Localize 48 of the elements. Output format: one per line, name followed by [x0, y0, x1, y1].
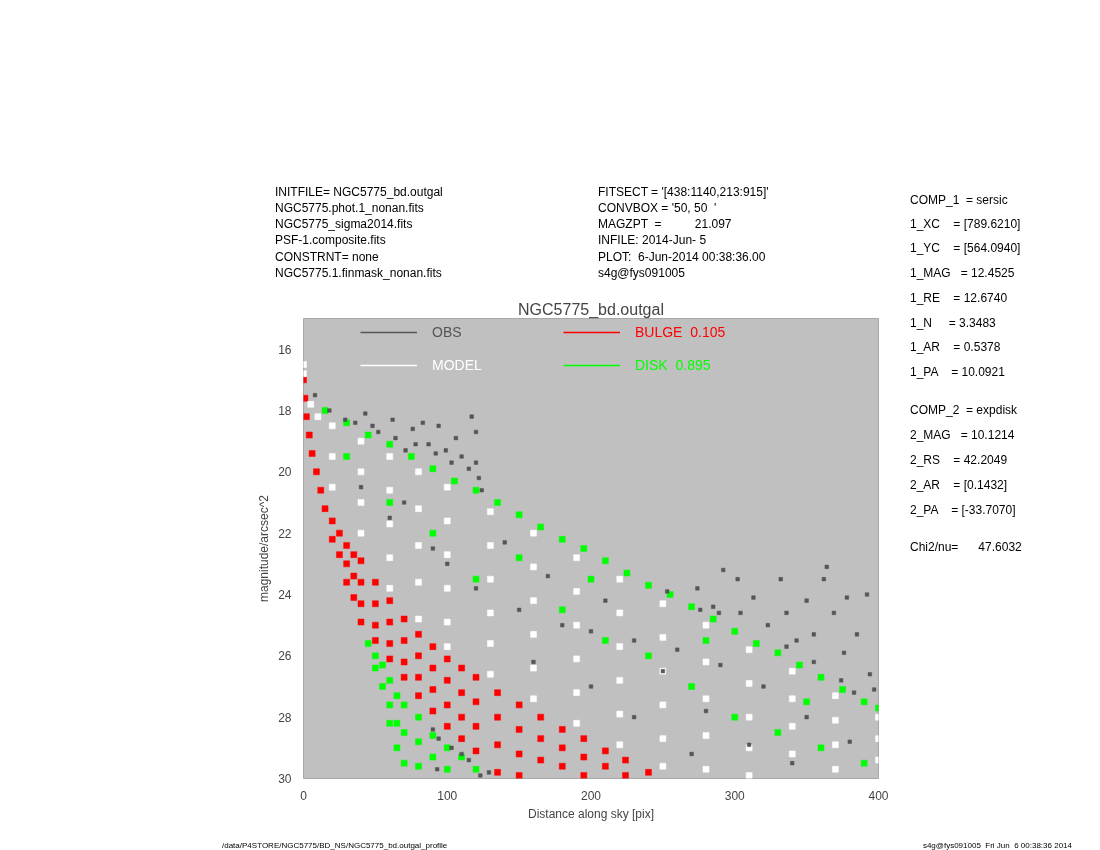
text: PSF-1.composite.fits — [275, 233, 386, 247]
text: NGC5775.phot.1_nonan.fits — [275, 201, 424, 215]
x-axis-title: Distance along sky [pix] — [527, 806, 655, 821]
y-tick-label: 24 — [278, 588, 292, 602]
text: 1_PA = 10.0921 — [910, 365, 1005, 379]
x-tick-label: 300 — [724, 788, 746, 803]
text: NGC5775_sigma2014.fits — [275, 217, 413, 231]
y-tick-label: 18 — [278, 404, 292, 418]
text: INFILE: 2014-Jun- 5 — [598, 233, 707, 247]
text: CONSTRNT= none — [275, 250, 379, 264]
text: 2_AR = [0.1432] — [910, 478, 1008, 492]
text: 2_RS = 42.2049 — [910, 453, 1008, 467]
legend-label: DISK 0.895 — [635, 357, 711, 373]
y-axis-title: magnitude/arcsec^2 — [257, 494, 272, 603]
text: MAGZPT = 21.097 — [598, 217, 732, 231]
text: FITSECT = '[438:1140,213:915]' — [598, 185, 769, 199]
y-tick-label: 30 — [278, 772, 292, 786]
x-tick-label: 400 — [868, 788, 889, 803]
legend-label: BULGE 0.105 — [635, 324, 726, 340]
x-tick-label: 200 — [580, 788, 602, 803]
text: 2_MAG = 10.1214 — [910, 428, 1015, 442]
text: s4g@fys091005 Fri Jun 6 00:38:36 2014 — [922, 841, 1072, 850]
y-tick-label: 20 — [278, 465, 292, 480]
text: COMP_1 = sersic — [910, 193, 1008, 207]
y-tick-label: 22 — [278, 526, 292, 541]
text: INITFILE= NGC5775_bd.outgal — [275, 185, 443, 199]
text: 1_AR = 0.5378 — [910, 340, 1001, 354]
text: 1_RE = 12.6740 — [910, 291, 1008, 305]
text: 1_XC = [789.6210] — [910, 217, 1021, 231]
text: Chi2/nu= 47.6032 — [910, 540, 1022, 554]
text: s4g@fys091005 — [598, 266, 685, 280]
text: 1_N = 3.3483 — [910, 316, 996, 330]
y-tick-label: 16 — [278, 342, 292, 357]
text: PLOT: 6-Jun-2014 00:38:36.00 — [598, 250, 766, 264]
text: 1_MAG = 12.4525 — [910, 266, 1015, 280]
text: COMP_2 = expdisk — [910, 403, 1018, 417]
text: /data/P4STORE/NGC5775/BD_NS/NGC5775_bd.outgal_profile — [222, 841, 448, 850]
chart-title: NGC5775_bd.outgal — [518, 300, 664, 319]
y-tick-label: 26 — [278, 649, 292, 664]
x-tick-label: 0 — [300, 788, 308, 803]
text: 2_PA = [-33.7070] — [910, 503, 1016, 517]
x-tick-label: 100 — [437, 788, 458, 803]
text: NGC5775.1.finmask_nonan.fits — [275, 266, 442, 280]
y-tick-label: 28 — [278, 710, 292, 725]
text: CONVBOX = '50, 50 ' — [598, 201, 717, 215]
legend-label: MODEL — [432, 357, 482, 373]
legend-label: OBS — [432, 324, 462, 340]
text: 1_YC = [564.0940] — [910, 241, 1021, 255]
